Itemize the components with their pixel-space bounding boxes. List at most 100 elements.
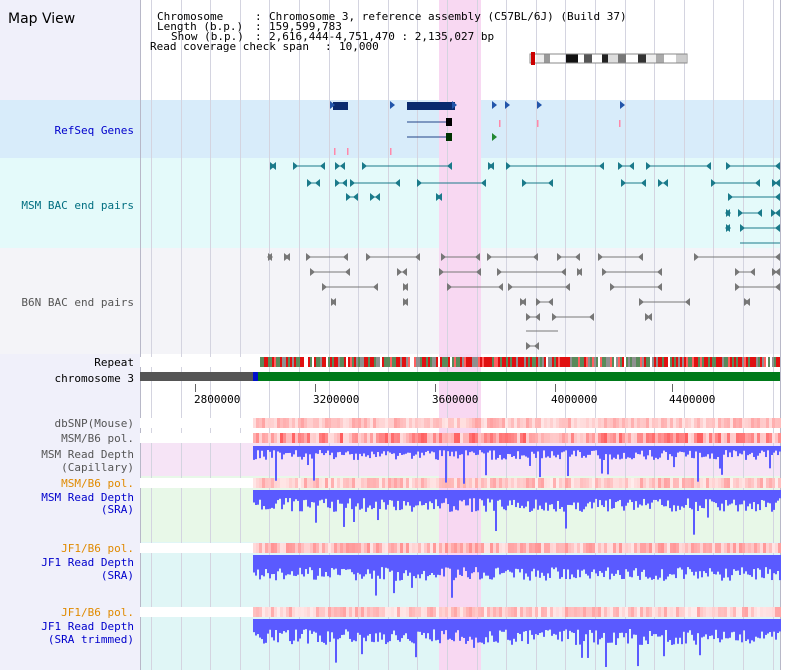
repeat-segment (562, 357, 564, 367)
msm-sra-depth-bar (509, 490, 511, 501)
repeat-segment (398, 357, 400, 367)
dbsnp-cell (676, 418, 679, 428)
jf1-sra-depth-bar (477, 555, 479, 573)
track-label-jf1-depth-sra[interactable]: JF1 Read Depth (41, 556, 134, 569)
jf1-pol2-cell (670, 607, 673, 617)
jf1-sra-depth-bar (349, 555, 351, 570)
msm-sra-depth-bar (661, 490, 663, 505)
repeat-segment (628, 357, 630, 367)
jf1-trim-depth-bar (393, 619, 395, 631)
msm-sra-depth-bar (589, 490, 591, 502)
track-label-jf1-b6-pol-1[interactable]: JF1/B6 pol. (61, 542, 134, 555)
dbsnp-cell (535, 418, 538, 428)
jf1-pol-cell (418, 543, 421, 553)
refseq-feature-tick (390, 148, 392, 155)
jf1-trim-depth-bar (689, 619, 691, 631)
msm-cap-depth-bar (693, 446, 695, 459)
track-label-dbsnp[interactable]: dbSNP(Mouse) (54, 417, 134, 430)
dbsnp-cell (562, 418, 565, 428)
msm-pol-cell (739, 433, 742, 443)
track-label-refseq[interactable]: RefSeq Genes (54, 124, 134, 137)
repeat-segment (448, 357, 450, 367)
msm-pol-cell (256, 433, 259, 443)
msm-pol-cell (619, 433, 622, 443)
msm-pol-cell (391, 433, 394, 443)
msm-cap-depth-bar (399, 446, 401, 454)
jf1-pol2-cell (454, 607, 457, 617)
msm-pol2-cell (406, 478, 409, 488)
msm-cap-depth-bar (759, 446, 761, 454)
msm-cap-depth-bar (303, 446, 305, 457)
msm-sra-depth-bar (621, 490, 623, 507)
dbsnp-cell (352, 418, 355, 428)
jf1-trim-depth-bar (297, 619, 299, 642)
b6n-bac-pair-end (345, 268, 350, 276)
jf1-pol2-cell (451, 607, 454, 617)
msm-pol2-cell (667, 478, 670, 488)
msm-sra-depth-bar (403, 490, 405, 502)
jf1-pol-cell (463, 543, 466, 553)
track-label-msm-b6-pol-1[interactable]: MSM/B6 pol. (61, 432, 134, 445)
dbsnp-cell (331, 418, 334, 428)
jf1-pol2-cell (283, 607, 286, 617)
msm-pol2-cell (286, 478, 289, 488)
msm-pol-cell (460, 433, 463, 443)
msm-cap-depth-bar (487, 446, 489, 453)
jf1-trim-depth-bar (547, 619, 549, 631)
track-label-b6n-bac[interactable]: B6N BAC end pairs (21, 296, 134, 309)
msm-cap-depth-bar (443, 446, 445, 451)
b6n-bac-pair-end (775, 268, 780, 276)
jf1-trim-depth-bar (373, 619, 375, 643)
dbsnp-cell (757, 418, 760, 428)
msm-sra-depth-bar (257, 490, 259, 505)
msm-pol2-cell (535, 478, 538, 488)
msm-sra-depth-bar (607, 490, 609, 512)
jf1-pol-cell (583, 543, 586, 553)
jf1-pol2-cell (766, 607, 769, 617)
track-label-jf1-b6-pol-2[interactable]: JF1/B6 pol. (61, 606, 134, 619)
b6n-bac-pair-end (657, 283, 662, 291)
jf1-trim-depth-bar (695, 619, 697, 645)
jf1-sra-depth-bar (341, 555, 343, 570)
repeat-segment (690, 357, 692, 367)
refseq-gene-arrow (537, 101, 542, 109)
track-label-msm-b6-pol-2[interactable]: MSM/B6 pol. (61, 477, 134, 490)
msm-cap-depth-bar (469, 446, 471, 453)
b6n-bac-pair-end (447, 283, 452, 291)
msm-sra-depth-bar (613, 490, 615, 509)
msm-cap-depth-bar (715, 446, 717, 460)
jf1-trim-depth-bar (769, 619, 771, 633)
msm-cap-depth-bar (507, 446, 509, 454)
msm-pol2-cell (475, 478, 478, 488)
msm-cap-depth-bar (513, 446, 515, 457)
jf1-trim-depth-bar (365, 619, 367, 642)
repeat-segment (274, 357, 276, 367)
msm-pol2-cell (499, 478, 502, 488)
repeat-segment (370, 357, 372, 367)
msm-sra-depth-bar (687, 490, 689, 499)
jf1-sra-depth-bar (451, 555, 453, 598)
jf1-trim-depth-bar (317, 619, 319, 643)
msm-sra-depth-bar (591, 490, 593, 509)
jf1-trim-depth-bar (287, 619, 289, 631)
track-label-msm-bac[interactable]: MSM BAC end pairs (21, 199, 134, 212)
track-label-jf1-depth-trim[interactable]: JF1 Read Depth (41, 620, 134, 633)
msm-cap-depth-bar (483, 446, 485, 454)
repeat-segment (630, 357, 632, 367)
track-label-msm-depth-cap[interactable]: MSM Read Depth (41, 448, 134, 461)
msm-sra-depth-bar (415, 490, 417, 506)
msm-sra-depth-bar (323, 490, 325, 504)
repeat-segment (614, 357, 616, 367)
jf1-pol2-cell (442, 607, 445, 617)
repeat-segment (616, 357, 618, 367)
b6n-bac-pair-end (772, 268, 777, 276)
msm-sra-depth-bar (469, 490, 471, 499)
b6n-bac-pair-end (745, 298, 750, 306)
repeat-segment (286, 357, 288, 367)
msm-cap-depth-bar (485, 446, 487, 476)
track-label-msm-depth-sra[interactable]: MSM Read Depth (41, 491, 134, 504)
jf1-trim-depth-bar (717, 619, 719, 639)
jf1-sra-depth-bar (259, 555, 261, 580)
msm-sra-depth-bar (653, 490, 655, 500)
